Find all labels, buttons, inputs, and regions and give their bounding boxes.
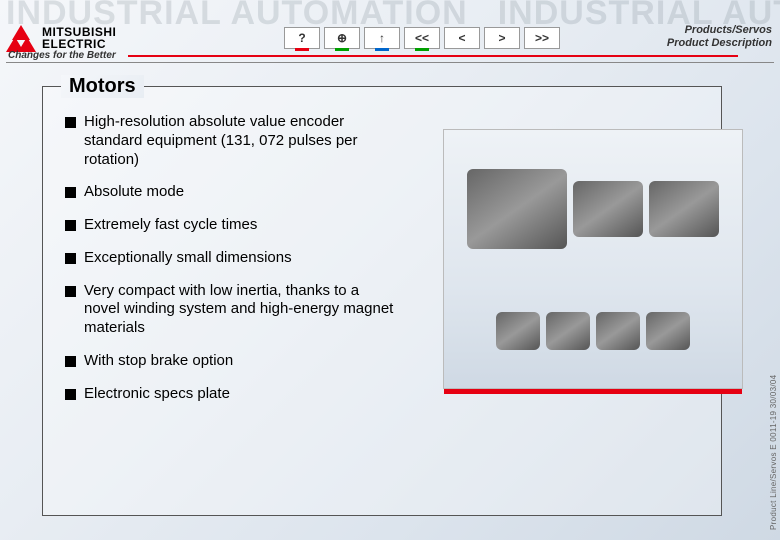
bullet-text: Exceptionally small dimensions [84,249,292,268]
bullet-square-icon [65,187,76,198]
bullet-text: Extremely fast cycle times [84,216,257,235]
page-title: Motors [61,75,144,98]
bullet-text: Electronic specs plate [84,385,230,404]
next-icon: > [498,31,505,45]
bullet-square-icon [65,286,76,297]
bullet-square-icon [65,356,76,367]
list-item: Absolute mode [65,183,395,202]
first-icon: << [415,31,429,45]
breadcrumb-line2: Product Description [667,37,772,50]
bullet-text: With stop brake option [84,352,233,371]
list-item: Very compact with low inertia, thanks to… [65,282,395,338]
bullet-text: Absolute mode [84,183,184,202]
list-item: Exceptionally small dimensions [65,249,395,268]
header-divider [6,62,774,63]
list-item: Extremely fast cycle times [65,216,395,235]
help-button[interactable]: ? [284,27,320,49]
last-button[interactable]: >> [524,27,560,49]
up-arrow-icon: ↑ [379,31,385,45]
up-button[interactable]: ↑ [364,27,400,49]
list-item: High-resolution absolute value encoder s… [65,113,395,169]
brand-tagline: Changes for the Better [8,50,116,61]
bullet-square-icon [65,117,76,128]
brand-text: MITSUBISHI ELECTRIC [42,26,116,50]
motor-icon [649,181,719,237]
last-icon: >> [535,31,549,45]
bullet-square-icon [65,389,76,400]
image-underline [444,389,742,394]
breadcrumb: Products/Servos Product Description [667,24,772,50]
content-box: Motors High-resolution absolute value en… [42,86,722,516]
side-metadata: Product Line/Servos E 0011-19 30/03/04 [769,300,778,530]
header-bar: MITSUBISHI ELECTRIC ? ⊕ ↑ << < [0,22,780,54]
mitsubishi-logo-icon [6,25,36,51]
motor-icon [573,181,643,237]
product-image [443,129,743,389]
list-item: With stop brake option [65,352,395,371]
motor-icon [467,169,567,249]
bullet-list: High-resolution absolute value encoder s… [65,113,395,403]
motor-icon [596,312,640,350]
motor-icon [496,312,540,350]
target-icon: ⊕ [337,31,347,45]
breadcrumb-line1: Products/Servos [667,24,772,37]
bullet-square-icon [65,253,76,264]
motor-icon [546,312,590,350]
red-divider [128,55,738,57]
next-button[interactable]: > [484,27,520,49]
brand-line2: ELECTRIC [42,38,116,50]
prev-button[interactable]: < [444,27,480,49]
help-icon: ? [298,31,305,45]
list-item: Electronic specs plate [65,385,395,404]
bullet-square-icon [65,220,76,231]
bullet-text: High-resolution absolute value encoder s… [84,113,395,169]
prev-icon: < [458,31,465,45]
brand-logo: MITSUBISHI ELECTRIC [0,25,116,51]
target-button[interactable]: ⊕ [324,27,360,49]
bullet-text: Very compact with low inertia, thanks to… [84,282,395,338]
first-button[interactable]: << [404,27,440,49]
motor-icon [646,312,690,350]
